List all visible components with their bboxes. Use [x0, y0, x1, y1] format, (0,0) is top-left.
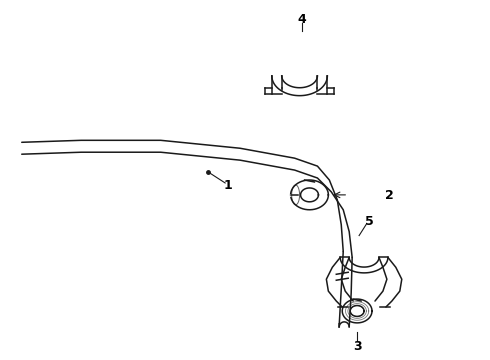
- Text: 2: 2: [385, 189, 393, 202]
- Text: 5: 5: [365, 215, 373, 228]
- Text: 1: 1: [224, 179, 233, 193]
- Text: 4: 4: [297, 13, 306, 26]
- Text: 3: 3: [353, 340, 362, 353]
